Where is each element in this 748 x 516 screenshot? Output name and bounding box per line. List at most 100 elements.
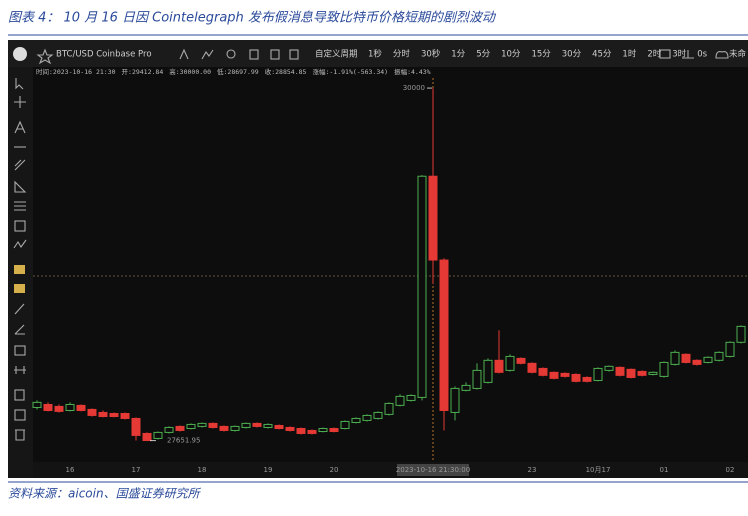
- info-item: 振幅:4.43%: [394, 67, 431, 76]
- chart-type-icon[interactable]: [201, 49, 214, 60]
- magnet-tool[interactable]: [14, 265, 25, 274]
- fullscreen-icon[interactable]: [682, 50, 694, 59]
- source-note: 资料来源：aicoin、国盛证券研究所: [8, 487, 202, 501]
- x-tick-label: 10月17: [586, 466, 611, 474]
- wave-tool[interactable]: [13, 239, 27, 249]
- candle-body: [186, 423, 196, 430]
- x-tick-label: 20: [330, 466, 339, 474]
- candle-body: [505, 355, 515, 371]
- period-tab[interactable]: 10分: [501, 50, 521, 60]
- candle-body: [417, 175, 427, 398]
- hide-tool[interactable]: [14, 366, 26, 374]
- x-tick-label: 02: [726, 466, 735, 474]
- period-tab[interactable]: 0s: [697, 50, 707, 60]
- candle-body: [637, 370, 647, 376]
- candle-body: [76, 404, 86, 411]
- screenshot: [8, 40, 748, 478]
- layout-name[interactable]: 未命: [729, 49, 747, 60]
- period-tab[interactable]: 1时: [622, 49, 636, 60]
- period-tab[interactable]: 2时: [647, 49, 661, 60]
- candle-body: [538, 367, 548, 376]
- logo: [13, 47, 27, 61]
- grid-tool[interactable]: [14, 220, 26, 232]
- x-tick-label: 2023-10-16 21:30:00: [396, 466, 470, 474]
- lock-tool[interactable]: [14, 284, 25, 293]
- candle-body: [604, 365, 614, 371]
- candle-body: [615, 366, 625, 376]
- candle-body: [296, 428, 306, 434]
- template-tool[interactable]: [14, 409, 26, 421]
- candle-body: [428, 175, 438, 261]
- candle-body: [285, 426, 295, 431]
- candle-body: [483, 359, 493, 383]
- candle-body: [659, 361, 669, 377]
- crosshair-tool[interactable]: [14, 96, 26, 108]
- candle-body: [582, 376, 592, 382]
- cloud-icon[interactable]: [715, 51, 729, 59]
- candle-body: [87, 408, 97, 416]
- period-tab[interactable]: 分时: [393, 49, 411, 60]
- period-tab[interactable]: 5分: [476, 50, 490, 60]
- candle-body: [703, 356, 713, 363]
- alert-icon[interactable]: [270, 49, 280, 60]
- copy-tool[interactable]: [14, 389, 25, 401]
- text-tool[interactable]: [14, 120, 26, 134]
- period-tab[interactable]: 45分: [592, 50, 612, 60]
- candle-body: [65, 403, 75, 411]
- period-tab[interactable]: 30秒: [421, 49, 441, 60]
- favorite-icon[interactable]: [36, 48, 54, 65]
- custom-period[interactable]: 自定义周期: [315, 49, 358, 60]
- candle-body: [120, 412, 130, 419]
- candle-body: [450, 387, 460, 413]
- candle-body: [560, 372, 570, 377]
- candle-body: [439, 259, 449, 411]
- indicator-icon[interactable]: [179, 48, 189, 60]
- info-line: 时间:2023-10-16 21:30 开:29412.84 高:30000.00 低…: [36, 67, 431, 76]
- x-tick-label: 01: [660, 466, 669, 474]
- info-item: 低:28697.99: [217, 67, 259, 76]
- x-axis-strip: [33, 462, 748, 478]
- candle-body: [549, 371, 559, 379]
- settings-icon[interactable]: [226, 49, 236, 59]
- lock2-tool[interactable]: [14, 345, 26, 356]
- x-label-highlight: [397, 464, 469, 476]
- candle-body: [54, 405, 64, 412]
- symbol-name[interactable]: BTC/USD Coinbase Pro: [56, 50, 152, 60]
- candle-body: [32, 401, 42, 408]
- candle-body: [692, 359, 702, 365]
- info-item: 时间:2023-10-16 21:30: [36, 67, 116, 76]
- candle-body: [395, 395, 405, 406]
- candle-body: [516, 357, 526, 364]
- layout-icon[interactable]: [289, 49, 299, 60]
- period-tab[interactable]: 15分: [531, 50, 551, 60]
- period-tab[interactable]: 1秒: [368, 49, 382, 60]
- x-tick-label: 16: [66, 466, 75, 474]
- period-tab[interactable]: 1分: [451, 50, 465, 60]
- x-tick-label: 17: [132, 466, 141, 474]
- cursor-tool[interactable]: [15, 78, 24, 90]
- candle-body: [274, 425, 284, 430]
- candle-body: [175, 425, 185, 431]
- info-item: 开:29412.84: [122, 68, 164, 76]
- left-tools: [13, 78, 27, 441]
- period-tab[interactable]: 3时: [672, 49, 686, 60]
- candle-body: [109, 412, 119, 417]
- ruler-tool[interactable]: [14, 303, 25, 315]
- candle-body: [736, 325, 746, 343]
- delete-tool[interactable]: [15, 429, 25, 441]
- candle-body: [197, 422, 207, 427]
- save-icon[interactable]: [249, 49, 259, 60]
- period-tab[interactable]: 30分: [562, 50, 582, 60]
- fib-tool[interactable]: [14, 201, 26, 211]
- candle-body: [373, 411, 383, 419]
- candle-body: [241, 422, 251, 428]
- candle-body: [208, 422, 218, 428]
- toolbar-icons: [179, 48, 729, 60]
- camera-icon[interactable]: [659, 49, 671, 59]
- channel-tool[interactable]: [14, 159, 26, 171]
- info-item: 涨幅:-1.91%(-563.34): [312, 67, 388, 76]
- plot: 16 17 18 19 20 2023-10-16 21:30:00 23 10月17 01 02…: [32, 78, 748, 476]
- pen-tool[interactable]: [14, 324, 25, 335]
- shape-tool[interactable]: [14, 180, 27, 193]
